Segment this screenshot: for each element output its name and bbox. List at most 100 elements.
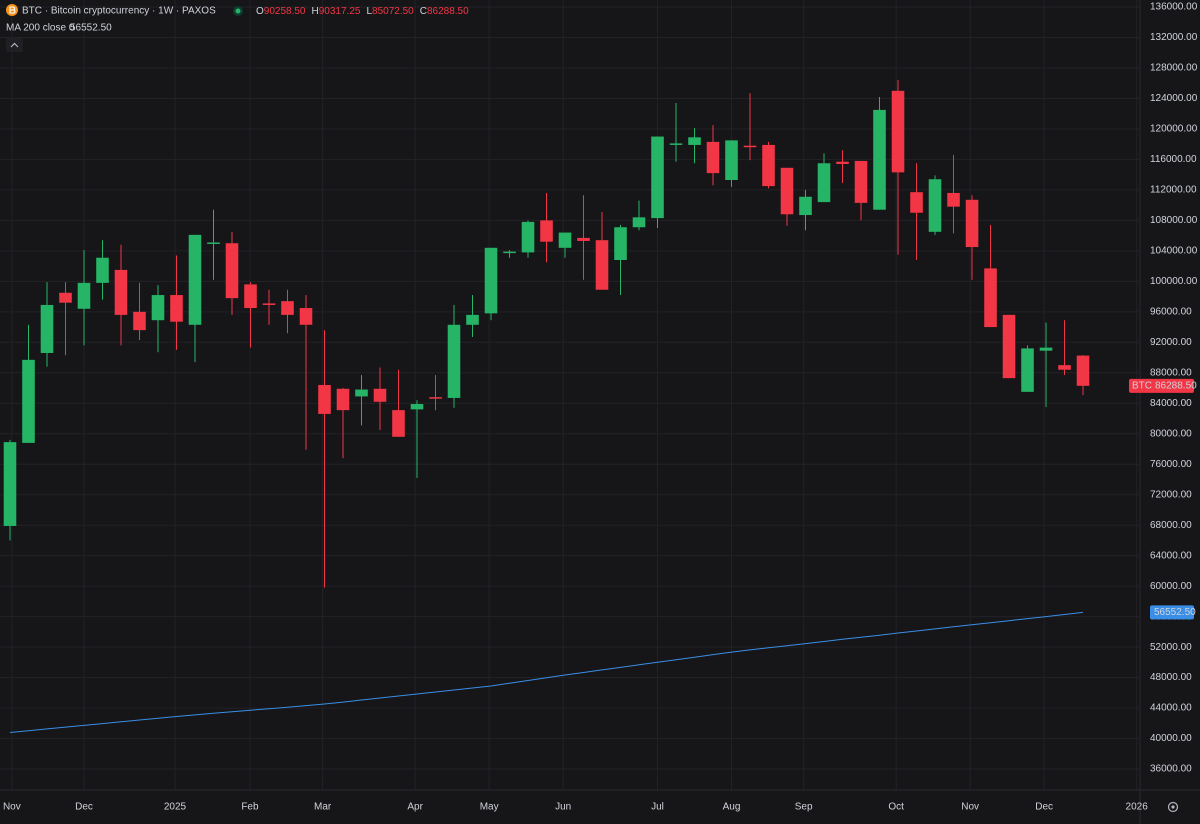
y-tick-label: 108000.00	[1150, 215, 1198, 226]
candle-body	[725, 140, 738, 180]
settings-button[interactable]	[1167, 801, 1179, 813]
y-tick-label: 120000.00	[1150, 124, 1198, 135]
candle-body	[429, 397, 442, 399]
candle-body	[244, 284, 257, 309]
chart-title: BTC · Bitcoin cryptocurrency · 1W · PAXO…	[22, 6, 216, 17]
y-tick-label: 124000.00	[1150, 93, 1198, 104]
candle-body	[281, 301, 294, 315]
candle-body	[207, 242, 220, 244]
ohlc-value: 86288.50	[427, 6, 469, 17]
candle-body	[651, 136, 664, 219]
candle-body	[170, 295, 183, 322]
symbol-glyph	[9, 6, 16, 14]
candle-body	[133, 311, 146, 331]
candle-body	[77, 282, 91, 309]
candle-body	[318, 384, 331, 414]
candle-body	[96, 257, 109, 283]
candle-body	[1002, 314, 1016, 379]
candle-body	[299, 308, 313, 325]
candle-body	[540, 220, 553, 242]
candle-body	[984, 268, 997, 328]
ohlc-key: H	[312, 6, 319, 17]
ohlc-value: 90258.50	[264, 6, 306, 17]
ma-price-tag	[1150, 605, 1194, 620]
last-price-symbol: BTC	[1132, 380, 1152, 391]
y-tick-label: 40000.00	[1150, 733, 1192, 744]
y-tick-label: 36000.00	[1150, 764, 1192, 775]
x-tick-label: 2026	[1126, 802, 1149, 813]
y-tick-label: 88000.00	[1150, 367, 1192, 378]
candle-body	[928, 179, 942, 232]
candle-body	[669, 143, 683, 145]
y-tick-label: 92000.00	[1150, 337, 1192, 348]
candle-body	[947, 192, 960, 207]
x-tick-label: Apr	[407, 802, 423, 813]
y-tick-label: 132000.00	[1150, 32, 1198, 43]
candle-body	[817, 163, 831, 203]
candle-body	[836, 161, 849, 164]
y-tick-label: 80000.00	[1150, 428, 1192, 439]
candle-body	[466, 314, 479, 325]
candle-body	[614, 227, 627, 261]
ohlc-value: 85072.50	[372, 6, 414, 17]
candle-body	[373, 388, 387, 402]
x-tick-label: Dec	[75, 802, 93, 813]
ma-legend-value: 56552.50	[70, 23, 112, 34]
candle-body	[558, 232, 572, 248]
candle-body	[577, 237, 590, 241]
y-tick-label: 64000.00	[1150, 550, 1192, 561]
ohlc-key: C	[420, 6, 427, 17]
y-tick-label: 44000.00	[1150, 703, 1192, 714]
y-tick-label: 100000.00	[1150, 276, 1198, 287]
ma-line	[9, 611, 1084, 733]
settings-icon[interactable]	[1171, 805, 1175, 809]
ohlc-key: L	[366, 6, 372, 17]
candle-body	[447, 324, 461, 398]
x-tick-label: Mar	[314, 802, 332, 813]
candle-body	[632, 217, 646, 228]
y-tick-label: 72000.00	[1150, 489, 1192, 500]
candle-body	[1039, 347, 1053, 351]
x-tick-label: Dec	[1035, 802, 1053, 813]
y-tick-label: 48000.00	[1150, 672, 1192, 683]
y-tick-label: 112000.00	[1150, 185, 1197, 196]
ohlc-readout: O90258.50 H90317.25 L85072.50 C86288.50	[256, 6, 469, 17]
x-tick-label: Oct	[888, 802, 904, 813]
candle-body	[22, 359, 35, 443]
y-tick-label: 84000.00	[1150, 398, 1192, 409]
y-tick-label: 96000.00	[1150, 306, 1192, 317]
ma-price-value: 56552.50	[1154, 607, 1196, 618]
collapse-button[interactable]	[6, 38, 23, 52]
candle-body	[262, 303, 276, 305]
y-tick-label: 104000.00	[1150, 246, 1198, 257]
x-tick-label: Nov	[961, 802, 979, 813]
candle-body	[780, 167, 794, 215]
x-tick-label: Nov	[3, 802, 21, 813]
market-status-dot	[235, 8, 241, 14]
candle-body	[503, 251, 516, 254]
y-tick-label: 136000.00	[1150, 2, 1198, 13]
candle-body	[799, 196, 812, 216]
candle-body	[1058, 365, 1071, 370]
last-price-tag	[1129, 378, 1194, 393]
candle-body	[355, 389, 368, 397]
candle-body	[392, 410, 405, 437]
y-tick-label: 68000.00	[1150, 520, 1192, 531]
x-tick-label: May	[480, 802, 499, 813]
candle-body	[484, 247, 498, 314]
last-price-value: 86288.50	[1155, 380, 1197, 391]
candle-body	[1076, 355, 1090, 386]
grid	[0, 0, 1140, 790]
candle-body	[743, 145, 757, 148]
plot	[3, 80, 1090, 733]
candle-body	[873, 109, 886, 210]
ma-legend: MA 200 close 0	[6, 23, 75, 34]
candle-body	[151, 295, 165, 321]
collapse-icon[interactable]	[10, 42, 19, 48]
candle-body	[3, 442, 17, 526]
candle-body	[1021, 348, 1034, 392]
candle-body	[965, 199, 979, 248]
y-tick-label: 116000.00	[1150, 154, 1197, 165]
